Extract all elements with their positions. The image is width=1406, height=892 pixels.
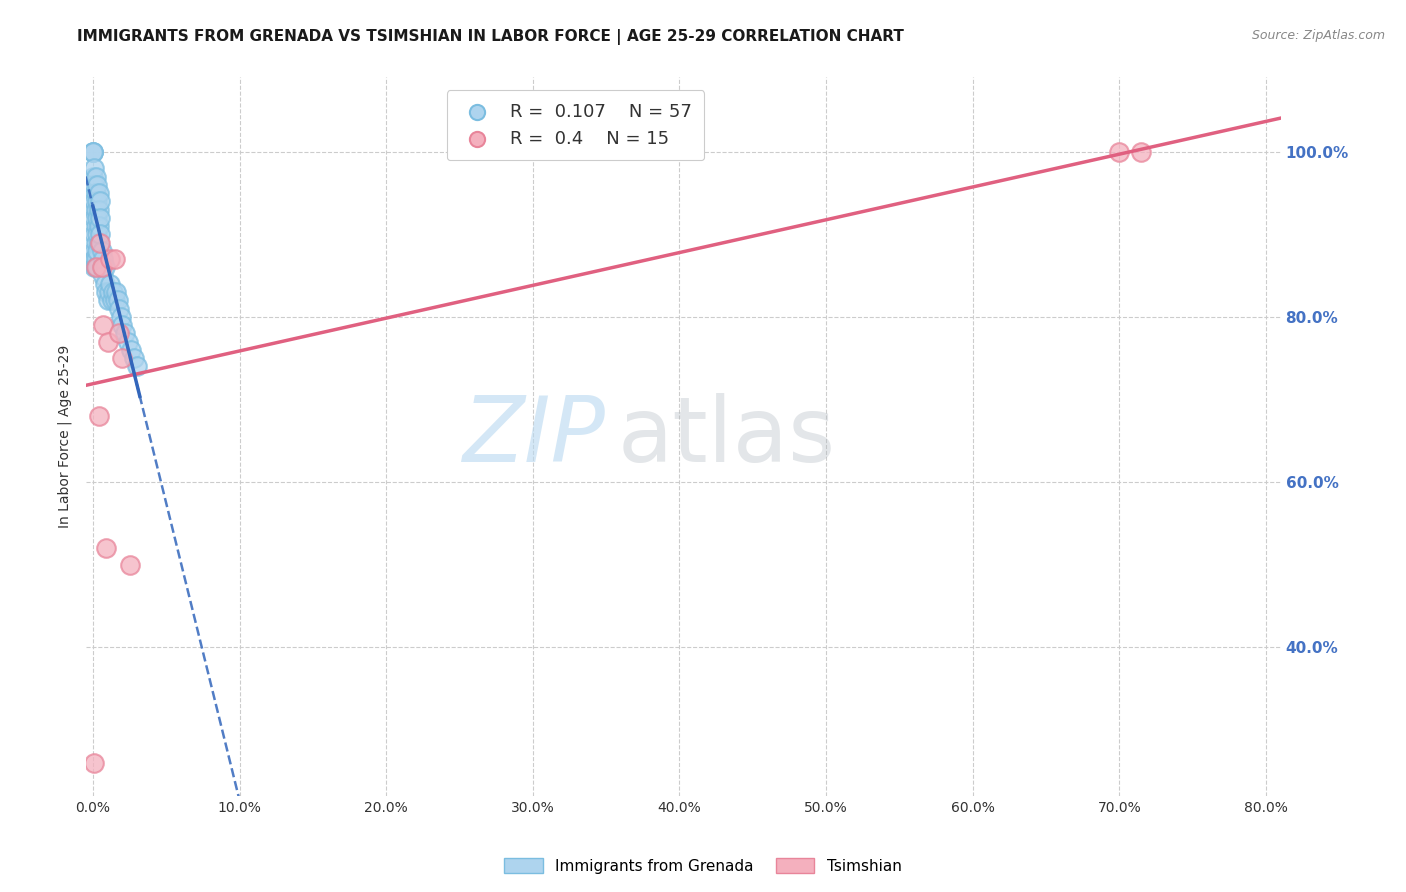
Point bbox=[89, 227, 111, 242]
Point bbox=[84, 186, 107, 200]
Point bbox=[108, 301, 131, 316]
Point bbox=[111, 351, 134, 366]
Y-axis label: In Labor Force | Age 25-29: In Labor Force | Age 25-29 bbox=[58, 345, 72, 528]
Point bbox=[104, 293, 127, 308]
Point bbox=[90, 260, 112, 275]
Point bbox=[83, 194, 105, 209]
Point bbox=[84, 235, 107, 250]
Point bbox=[122, 351, 145, 366]
Point bbox=[100, 252, 122, 266]
Point bbox=[101, 293, 124, 308]
Point bbox=[90, 244, 112, 258]
Point bbox=[84, 260, 107, 275]
Point bbox=[98, 285, 121, 299]
Point bbox=[86, 211, 108, 225]
Point bbox=[94, 285, 117, 299]
Point bbox=[90, 260, 112, 275]
Point bbox=[105, 285, 128, 299]
Point bbox=[84, 169, 107, 184]
Point bbox=[104, 252, 127, 266]
Point bbox=[82, 145, 104, 159]
Point bbox=[120, 343, 142, 357]
Point bbox=[1130, 145, 1153, 159]
Point bbox=[86, 194, 108, 209]
Point bbox=[82, 186, 104, 200]
Text: IMMIGRANTS FROM GRENADA VS TSIMSHIAN IN LABOR FORCE | AGE 25-29 CORRELATION CHAR: IMMIGRANTS FROM GRENADA VS TSIMSHIAN IN … bbox=[77, 29, 904, 45]
Point bbox=[91, 318, 114, 332]
Point bbox=[84, 260, 107, 275]
Point bbox=[87, 235, 110, 250]
Point bbox=[86, 178, 108, 192]
Legend: R =  0.107    N = 57, R =  0.4    N = 15: R = 0.107 N = 57, R = 0.4 N = 15 bbox=[447, 90, 704, 161]
Point bbox=[83, 252, 105, 266]
Point bbox=[97, 334, 120, 349]
Point bbox=[89, 211, 111, 225]
Point bbox=[108, 326, 131, 341]
Point bbox=[97, 293, 120, 308]
Point bbox=[84, 219, 107, 233]
Text: atlas: atlas bbox=[617, 392, 835, 481]
Point bbox=[110, 310, 132, 324]
Point bbox=[83, 227, 105, 242]
Point bbox=[114, 326, 136, 341]
Point bbox=[94, 541, 117, 555]
Text: Source: ZipAtlas.com: Source: ZipAtlas.com bbox=[1251, 29, 1385, 42]
Point bbox=[89, 235, 111, 250]
Point bbox=[118, 558, 141, 572]
Point bbox=[111, 318, 134, 332]
Point bbox=[82, 202, 104, 217]
Point bbox=[125, 359, 148, 374]
Point bbox=[83, 244, 105, 258]
Point bbox=[89, 194, 111, 209]
Point bbox=[93, 260, 115, 275]
Point bbox=[83, 211, 105, 225]
Point bbox=[87, 186, 110, 200]
Point bbox=[117, 334, 139, 349]
Point bbox=[84, 202, 107, 217]
Point bbox=[87, 202, 110, 217]
Point bbox=[83, 756, 105, 770]
Text: ZIP: ZIP bbox=[463, 392, 606, 481]
Point bbox=[82, 145, 104, 159]
Point bbox=[84, 252, 107, 266]
Point bbox=[1108, 145, 1130, 159]
Point bbox=[87, 219, 110, 233]
Point bbox=[86, 227, 108, 242]
Point bbox=[100, 277, 122, 291]
Point bbox=[86, 260, 108, 275]
Point bbox=[91, 268, 114, 283]
Point bbox=[83, 178, 105, 192]
Point bbox=[87, 409, 110, 423]
Point bbox=[91, 252, 114, 266]
Legend: Immigrants from Grenada, Tsimshian: Immigrants from Grenada, Tsimshian bbox=[498, 852, 908, 880]
Point bbox=[82, 145, 104, 159]
Point bbox=[86, 244, 108, 258]
Point bbox=[83, 260, 105, 275]
Point bbox=[83, 161, 105, 176]
Point bbox=[107, 293, 129, 308]
Point bbox=[93, 277, 115, 291]
Point bbox=[103, 285, 125, 299]
Point bbox=[82, 169, 104, 184]
